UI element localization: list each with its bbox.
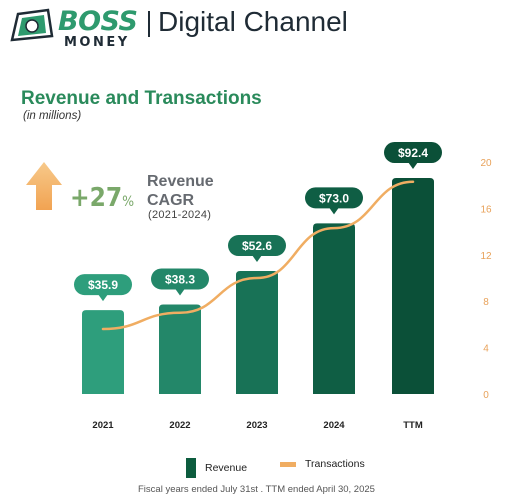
y-right-tick-label-8: 8 — [483, 297, 489, 308]
x-tick-label-TTM: TTM — [403, 420, 423, 431]
y-right-tick-label-4: 4 — [483, 344, 489, 355]
cagr-label: Revenue CAGR — [147, 172, 214, 210]
x-tick-label-2024: 2024 — [323, 420, 345, 431]
cagr-value: +27% — [70, 183, 134, 213]
legend-swatch-transactions — [280, 461, 296, 467]
data-label-pill-2021 — [74, 274, 132, 296]
y-right-tick-label-12: 12 — [480, 251, 492, 262]
growth-arrow-icon — [26, 162, 62, 210]
data-label-pill-2024 — [305, 187, 363, 209]
data-label-pointer-TTM — [408, 162, 418, 169]
data-label-revenue-2022: $38.3 — [165, 272, 195, 286]
data-label-pill-2022 — [151, 268, 209, 290]
logo-wordmark-money: MONEY — [64, 35, 130, 50]
line-transactions — [101, 180, 415, 331]
chart-title: Revenue and Transactions — [21, 88, 262, 109]
y-right-tick-label-0: 0 — [483, 390, 489, 401]
y-right-tick-label-20: 20 — [480, 158, 492, 169]
legend-label-revenue: Revenue — [205, 462, 248, 474]
y-right-tick-label-16: 16 — [480, 204, 492, 215]
legend-item-transactions: Transactions — [280, 458, 365, 470]
data-label-pointer-2023 — [252, 255, 262, 263]
page-title: Digital Channel — [158, 6, 348, 37]
data-label-revenue-2024: $73.0 — [319, 191, 349, 205]
cagr-label-line2: CAGR — [147, 192, 195, 209]
chart-footnote: Fiscal years ended July 31st . TTM ended… — [138, 484, 375, 495]
cagr-label-line1: Revenue — [147, 173, 214, 190]
bar-revenue-TTM — [392, 178, 434, 394]
data-label-pointer-2022 — [175, 288, 185, 296]
data-label-revenue-2023: $52.6 — [242, 239, 272, 253]
data-label-pointer-2021 — [98, 294, 108, 302]
money-fist-icon — [10, 8, 54, 42]
cagr-number: +27 — [70, 183, 123, 213]
legend-label-transactions: Transactions — [305, 458, 365, 470]
data-label-pill-TTM — [384, 142, 442, 163]
x-tick-label-2022: 2022 — [169, 420, 190, 431]
cagr-period: (2021-2024) — [148, 209, 212, 221]
boss-money-logo: BOSS MONEY — [8, 6, 138, 50]
data-label-pointer-2024 — [329, 207, 339, 215]
bar-revenue-2022 — [159, 304, 201, 394]
x-tick-label-2023: 2023 — [246, 420, 267, 431]
header-divider — [148, 11, 150, 37]
logo-wordmark-boss: BOSS — [58, 6, 138, 37]
chart-subtitle: (in millions) — [23, 110, 82, 122]
bar-revenue-2023 — [236, 271, 278, 394]
cagr-unit: % — [122, 194, 135, 210]
legend-item-revenue: Revenue — [186, 458, 247, 478]
data-label-revenue-2021: $35.9 — [88, 278, 118, 292]
x-tick-label-2021: 2021 — [92, 420, 114, 431]
bar-revenue-2024 — [313, 223, 355, 394]
data-label-pill-2023 — [228, 235, 286, 257]
legend-swatch-revenue — [186, 458, 196, 478]
data-label-revenue-TTM: $92.4 — [398, 146, 428, 160]
bar-revenue-2021 — [82, 310, 124, 394]
